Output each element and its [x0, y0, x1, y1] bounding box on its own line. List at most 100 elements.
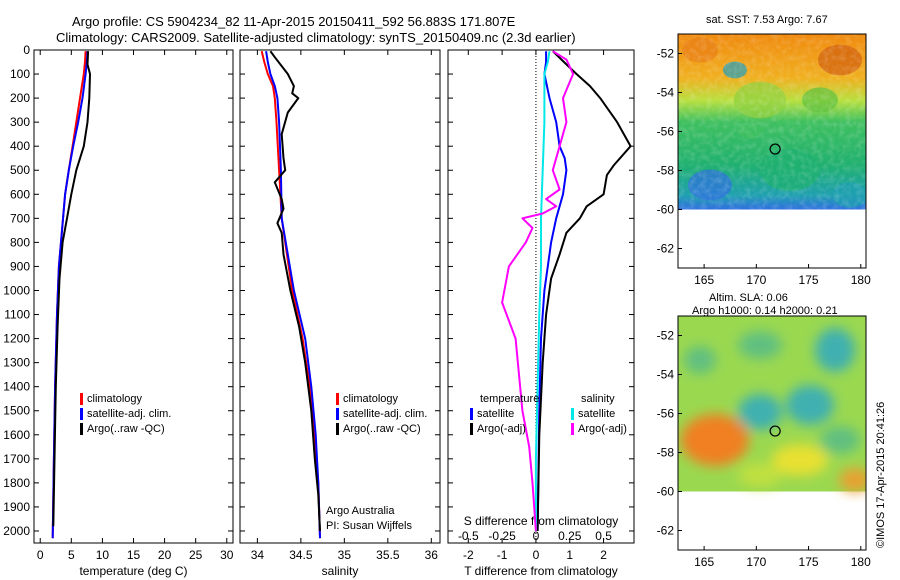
- x-tick-label: 36: [425, 548, 439, 562]
- legend-argo-swatch: [80, 423, 83, 436]
- difference-panel: -2 -1 0 1 2 T difference from climatology S di…: [447, 49, 635, 578]
- x-axis-label: salinity: [322, 564, 359, 578]
- x-tick-label: 5: [68, 548, 75, 562]
- temperature-panel: 0 5 10 15 20 25 30 temperature (deg C) 0 100 200 30…: [3, 43, 233, 578]
- sla-patch: [684, 346, 716, 374]
- x-tick-label: -1: [497, 548, 508, 562]
- legend-satellite-swatch: [336, 408, 339, 421]
- map-panels: 165 170 175 180 -52 -54 -56 -58 -60 -62 165 170 175…: [657, 33, 871, 569]
- x-tick-label: 2: [600, 548, 607, 562]
- y-tick-label: 900: [10, 259, 30, 273]
- legend-salinity-header: salinity: [581, 393, 615, 405]
- legend-temperature-header: temperature: [480, 393, 540, 405]
- y-tick-label: 1200: [3, 332, 30, 346]
- x-tick-label: 34.5: [289, 548, 313, 562]
- s-tick-label: 0.5: [595, 529, 612, 543]
- series-line: [501, 50, 575, 532]
- x-tick-label: 10: [96, 548, 110, 562]
- s-axis-label: S difference from climatology: [464, 514, 619, 528]
- difference-salinity-legend: salinity satellite Argo(-adj): [571, 392, 627, 437]
- y-tick-label: -56: [657, 125, 675, 139]
- salinity-legend: climatology satellite-adj. clim. Argo(..…: [336, 392, 427, 437]
- y-tick-label: -62: [657, 524, 675, 538]
- legend-climatology-swatch: [80, 393, 83, 406]
- x-axis-label: temperature (deg C): [79, 564, 187, 578]
- x-tick-label: 165: [694, 273, 714, 287]
- x-tick-label: 165: [694, 555, 714, 569]
- s-tick-label: -0.25: [488, 529, 516, 543]
- y-tick-label: 1900: [3, 500, 30, 514]
- x-tick-label: 175: [799, 273, 819, 287]
- sla-subtitle: Argo h1000: 0.14 h2000: 0.21: [692, 305, 838, 317]
- sst-map: 165 170 175 180 -52 -54 -56 -58 -60 -62: [657, 33, 871, 287]
- x-tick-label: 0: [37, 548, 44, 562]
- y-tick-label: 1700: [3, 452, 30, 466]
- s-tick-label: 0.25: [558, 529, 582, 543]
- x-tick-label: -2: [463, 548, 474, 562]
- legend-temperature-argo: Argo(-adj): [470, 422, 539, 437]
- sla-patch: [772, 444, 828, 476]
- y-tick-label: 0: [23, 43, 30, 57]
- plot-frame: [447, 49, 635, 544]
- sst-noise: [678, 34, 866, 210]
- y-tick-label: 500: [10, 163, 30, 177]
- legend-satellite: satellite-adj. clim.: [80, 407, 171, 422]
- s-tick-label: -0.5: [458, 529, 479, 543]
- y-tick-label: 600: [10, 187, 30, 201]
- title-line-2: Climatology: CARS2009. Satellite-adjuste…: [56, 30, 576, 45]
- sla-patch: [738, 394, 782, 430]
- sla-map: 165 170 175 180 -52 -54 -56 -58 -60 -62: [657, 315, 871, 569]
- x-tick-label: 25: [189, 548, 203, 562]
- sst-field: [678, 34, 866, 210]
- s-tick-label: 0: [533, 529, 540, 543]
- sla-patch: [738, 463, 782, 487]
- sla-patch: [815, 328, 855, 372]
- plot-frame: [239, 49, 441, 544]
- x-tick-label: 170: [746, 555, 766, 569]
- y-tick-label: -52: [657, 329, 675, 343]
- series-line: [52, 51, 91, 527]
- series-line: [265, 51, 321, 539]
- y-tick-label: 200: [10, 91, 30, 105]
- y-tick-label: -54: [657, 86, 675, 100]
- legend-argo: Argo(..raw -QC): [80, 422, 171, 437]
- legend-argo: Argo(..raw -QC): [336, 422, 427, 437]
- y-tick-label: 1100: [4, 308, 30, 322]
- legend-satellite-swatch: [80, 408, 83, 421]
- sla-patch: [820, 426, 860, 454]
- y-tick-label: -60: [657, 203, 675, 217]
- y-tick-label: 100: [10, 67, 30, 81]
- x-axis-label: T difference from climatology: [464, 564, 618, 578]
- sla-blobs: [681, 328, 866, 492]
- argo-position-marker: [769, 143, 781, 155]
- series-line: [536, 50, 632, 532]
- y-tick-label: -56: [657, 407, 675, 421]
- x-tick-label: 180: [851, 555, 871, 569]
- plot-frame: [33, 49, 234, 544]
- legend-satellite: satellite-adj. clim.: [336, 407, 427, 422]
- x-tick-label: 1: [566, 548, 573, 562]
- pi-text: PI: Susan Wijffels: [326, 520, 412, 532]
- difference-temperature-legend: temperature satellite Argo(-adj): [470, 392, 539, 437]
- legend-temperature-satellite-swatch: [470, 408, 473, 421]
- y-tick-label: -60: [657, 485, 675, 499]
- y-tick-label: 800: [10, 235, 30, 249]
- y-tick-label: 2000: [3, 524, 30, 538]
- y-tick-label: -52: [657, 47, 675, 61]
- y-tick-label: 400: [10, 139, 30, 153]
- series-line: [536, 51, 568, 532]
- y-tick-label: -58: [657, 446, 675, 460]
- x-tick-label: 175: [799, 555, 819, 569]
- series-line: [534, 51, 551, 531]
- x-tick-label: 35: [338, 548, 352, 562]
- argo-position-marker: [769, 425, 781, 437]
- x-tick-label: 180: [851, 273, 871, 287]
- sla-field: [678, 316, 866, 492]
- salinity-panel: 34 34.5 35 35.5 36 salinity: [239, 49, 441, 578]
- legend-salinity-satellite: satellite: [571, 407, 627, 422]
- sla-patch: [738, 331, 782, 359]
- y-tick-label: -62: [657, 242, 675, 256]
- y-tick-label: 1000: [3, 283, 30, 297]
- temperature-legend: climatology satellite-adj. clim. Argo(..…: [80, 392, 171, 437]
- y-tick-label: 1500: [3, 404, 30, 418]
